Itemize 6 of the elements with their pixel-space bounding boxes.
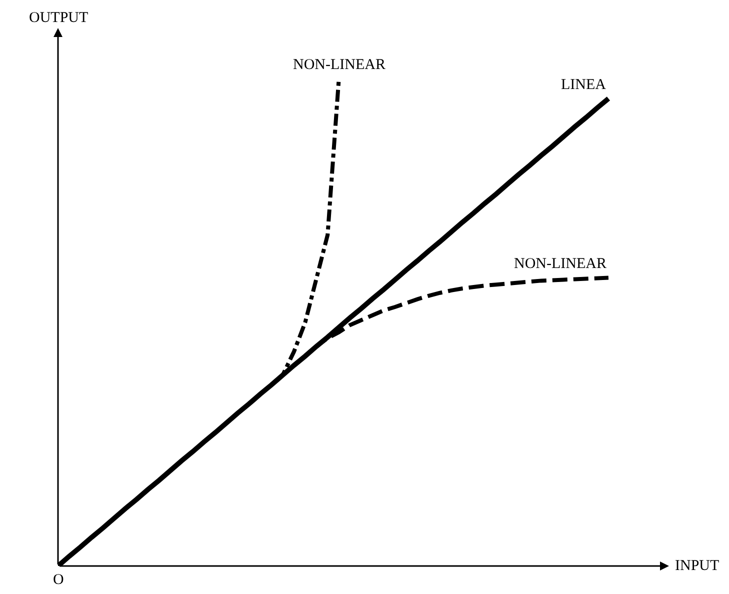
series-label: NON-LINEAR bbox=[514, 256, 606, 272]
x-axis-title: INPUT bbox=[675, 558, 720, 574]
series-label: NON-LINEAR bbox=[293, 57, 386, 73]
text: O bbox=[53, 572, 64, 588]
y-axis-title: OUTPUT bbox=[29, 10, 88, 26]
series-label: LINEA bbox=[561, 77, 606, 93]
